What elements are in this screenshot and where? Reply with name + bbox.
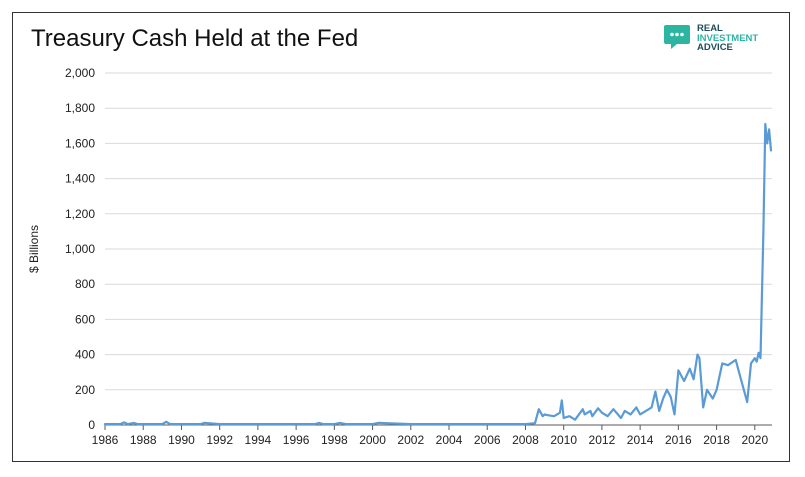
- logo-dot: [670, 32, 674, 37]
- logo-line-real: REAL: [697, 23, 723, 34]
- y-tick-label: 2,000: [65, 66, 95, 80]
- x-tick-label: 2000: [359, 433, 386, 447]
- y-tick-label: 0: [88, 418, 95, 432]
- x-tick-label: 2004: [436, 433, 463, 447]
- brand-logo: REAL INVESTMENT ADVICE: [663, 23, 778, 53]
- y-tick-label: 1,000: [65, 242, 95, 256]
- logo-line-advice: ADVICE: [697, 42, 733, 54]
- y-tick-label: 800: [75, 277, 95, 291]
- x-tick-label: 1996: [283, 433, 310, 447]
- y-tick-label: 200: [75, 383, 95, 397]
- x-tick-label: 2018: [703, 433, 730, 447]
- chart-title: Treasury Cash Held at the Fed: [31, 25, 359, 52]
- x-tick-label: 2020: [741, 433, 768, 447]
- logo-text: REAL INVESTMENT ADVICE: [697, 24, 758, 53]
- x-tick-label: 2006: [474, 433, 501, 447]
- y-axis-label: $ Billions: [27, 225, 41, 273]
- y-tick-label: 1,200: [65, 207, 95, 221]
- y-tick-label: 400: [75, 348, 95, 362]
- chart-frame: [12, 12, 790, 462]
- x-tick-label: 1986: [92, 433, 119, 447]
- x-tick-label: 2010: [550, 433, 577, 447]
- x-tick-label: 2008: [512, 433, 539, 447]
- x-tick-label: 1990: [168, 433, 195, 447]
- chat-bubble-icon: [664, 25, 690, 49]
- x-tick-label: 1998: [321, 433, 348, 447]
- logo-dot: [680, 32, 684, 37]
- series-line: [103, 122, 773, 426]
- y-tick-label: 600: [75, 312, 95, 326]
- x-tick-label: 2014: [627, 433, 654, 447]
- logo-line-investment: INVESTMENT: [697, 32, 759, 44]
- y-tick-label: 1,400: [65, 172, 95, 186]
- x-tick-label: 2012: [589, 433, 616, 447]
- y-tick-label: 1,800: [65, 101, 95, 115]
- x-tick-label: 2002: [397, 433, 424, 447]
- y-tick-label: 1,600: [65, 136, 95, 150]
- x-tick-label: 1994: [245, 433, 272, 447]
- x-tick-label: 2016: [665, 433, 692, 447]
- x-tick-label: 1988: [130, 433, 157, 447]
- logo-badge-shape: [664, 25, 690, 49]
- logo-dot: [675, 32, 679, 37]
- x-tick-label: 1992: [206, 433, 233, 447]
